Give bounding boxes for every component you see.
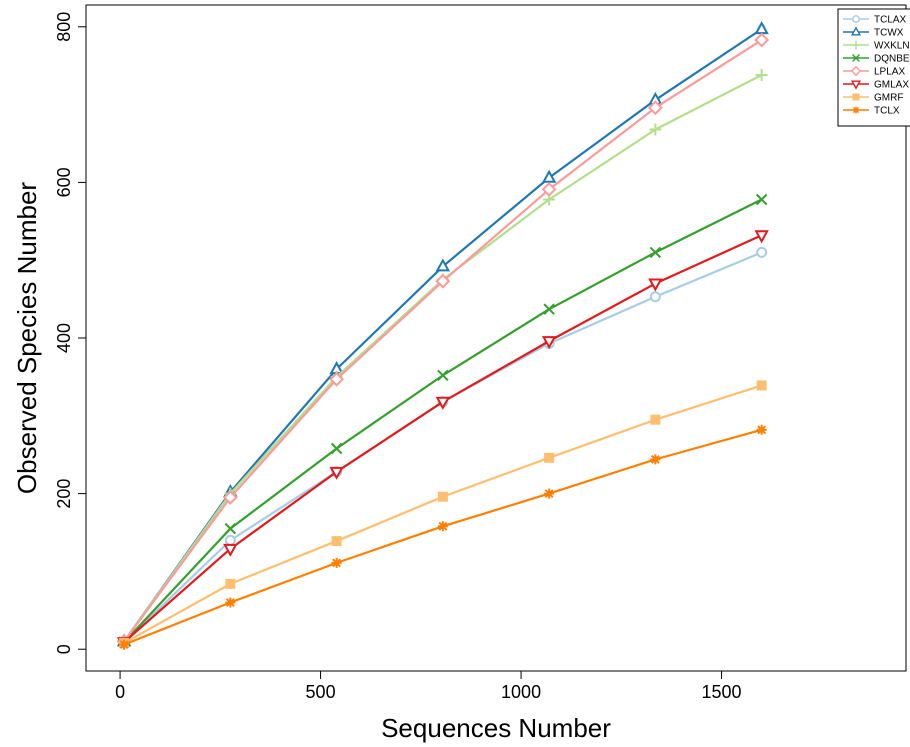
data-point-lplax-2 — [329, 371, 345, 387]
x-axis: 0 500 1000 1500 — [115, 671, 742, 702]
y-tick-label-2: 400 — [54, 323, 74, 353]
legend-label-gmrf: GMRF — [874, 93, 903, 104]
legend-label-dqnbe: DQNBE — [874, 54, 910, 65]
data-point-dqnbe-1 — [224, 522, 237, 535]
series-line-tclax — [123, 251, 763, 644]
data-point-dqnbe-6 — [755, 193, 768, 206]
legend-label-wxkln: WXKLN — [874, 41, 910, 52]
data-point-dqnbe-5 — [649, 246, 662, 259]
legend-marker-dqnbe — [852, 54, 860, 62]
series-line-gmlax — [123, 234, 763, 644]
data-point-wxkln-6 — [755, 69, 768, 82]
data-point-lplax-4 — [541, 181, 557, 197]
data-point-gmrf-3 — [437, 491, 448, 502]
data-point-tcwx-3 — [435, 258, 451, 272]
data-point-tclax-1 — [224, 534, 236, 546]
legend-item-tclax: TCLAX — [843, 15, 907, 26]
y-tick-label-4: 800 — [54, 12, 74, 42]
data-point-gmrf-6 — [756, 380, 767, 391]
legend-item-dqnbe: DQNBE — [843, 54, 910, 65]
y-tick-label-1: 200 — [54, 479, 74, 509]
legend-marker-lplax — [850, 65, 862, 77]
data-point-gmrf-1 — [225, 578, 236, 589]
legend-marker-tclx — [852, 106, 860, 114]
data-point-tclx-1 — [225, 597, 236, 608]
data-point-wxkln-5 — [649, 123, 662, 136]
data-point-tclx-3 — [437, 521, 448, 532]
data-point-tclx-2 — [331, 557, 342, 568]
legend-label-gmlax: GMLAX — [874, 80, 909, 91]
legend-label-tcwx: TCWX — [874, 28, 904, 39]
data-point-lplax-5 — [647, 100, 663, 116]
data-point-gmrf-5 — [650, 414, 661, 425]
legend-label-lplax: LPLAX — [874, 67, 905, 78]
data-point-tclax-6 — [756, 246, 768, 258]
x-tick-label-1: 500 — [306, 682, 336, 702]
series-line-wxkln — [123, 74, 763, 643]
data-point-tclx-0 — [119, 639, 130, 650]
data-point-tcwx-6 — [754, 21, 769, 35]
legend-item-lplax: LPLAX — [843, 65, 905, 78]
y-axis-title: Observed Species Number — [12, 182, 42, 494]
data-point-gmlax-6 — [754, 230, 769, 244]
series-gmlax — [116, 230, 769, 651]
series-line-gmrf — [123, 384, 762, 644]
legend-marker-gmrf — [852, 93, 860, 101]
series-tcwx — [116, 21, 769, 647]
legend: TCLAX TCWX WXKLN DQNBE LPLAX GMLAX GMRF TCLX — [837, 8, 910, 127]
data-point-lplax-3 — [435, 273, 451, 289]
legend-item-tclx: TCLX — [843, 106, 900, 117]
legend-marker-gmlax — [850, 80, 862, 90]
data-point-gmlax-1 — [223, 543, 238, 557]
data-point-gmlax-5 — [648, 278, 663, 292]
legend-label-tclx: TCLX — [874, 106, 900, 117]
legend-item-tcwx: TCWX — [843, 26, 904, 39]
data-point-gmlax-4 — [541, 336, 557, 350]
data-point-gmrf-2 — [331, 536, 342, 547]
data-point-gmlax-2 — [329, 466, 344, 480]
plot-frame — [85, 4, 907, 672]
data-point-dqnbe-4 — [543, 303, 555, 315]
series-tclax — [118, 246, 768, 648]
series-layer — [116, 21, 770, 651]
x-tick-label-0: 0 — [115, 682, 125, 702]
axes: 0 500 1000 1500 0 200 400 600 800 Sequences Num… — [12, 4, 907, 743]
legend-label-tclax: TCLAX — [874, 15, 907, 26]
y-tick-label-3: 600 — [54, 167, 74, 197]
x-tick-label-2: 1000 — [501, 682, 541, 702]
data-point-gmrf-4 — [544, 452, 555, 463]
legend-marker-wxkln — [851, 40, 861, 50]
data-point-tclx-6 — [756, 424, 767, 435]
data-point-tclax-5 — [649, 291, 661, 303]
data-point-lplax-6 — [754, 32, 770, 48]
data-point-dqnbe-3 — [437, 369, 449, 382]
data-point-dqnbe-2 — [330, 442, 343, 455]
data-point-tcwx-4 — [541, 169, 557, 183]
x-axis-title: Sequences Number — [381, 713, 611, 743]
data-point-tclx-4 — [544, 488, 555, 499]
legend-item-gmrf: GMRF — [843, 93, 903, 104]
data-point-tclx-5 — [650, 454, 661, 465]
legend-marker-tclax — [852, 15, 860, 23]
series-tclx — [119, 424, 767, 650]
legend-item-wxkln: WXKLN — [843, 41, 910, 52]
series-line-tclx — [123, 428, 762, 646]
data-point-gmlax-3 — [435, 396, 451, 410]
y-tick-label-0: 0 — [54, 644, 74, 654]
legend-item-gmlax: GMLAX — [843, 80, 909, 91]
y-axis: 0 200 400 600 800 — [54, 12, 86, 654]
legend-box — [837, 8, 910, 127]
legend-marker-tcwx — [850, 26, 862, 36]
data-point-lplax-1 — [222, 490, 238, 505]
x-tick-label-3: 1500 — [702, 682, 742, 702]
